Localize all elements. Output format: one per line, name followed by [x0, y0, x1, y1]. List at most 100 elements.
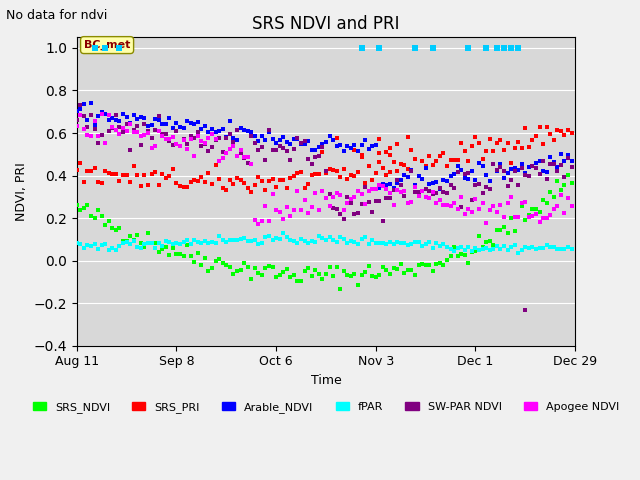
- Point: [239, 259, 249, 266]
- Point: [250, 181, 260, 189]
- Point: [556, 192, 566, 199]
- Point: [420, 162, 431, 169]
- Point: [428, 190, 438, 198]
- Point: [428, 44, 438, 52]
- Point: [157, 120, 167, 128]
- Point: [484, 238, 495, 245]
- Point: [118, 128, 128, 136]
- Point: [520, 243, 531, 251]
- Point: [410, 183, 420, 191]
- Point: [168, 244, 178, 252]
- Point: [513, 138, 524, 146]
- Point: [161, 174, 171, 182]
- Point: [339, 166, 349, 173]
- Point: [143, 127, 153, 135]
- Point: [147, 170, 157, 178]
- Point: [332, 238, 342, 246]
- Point: [257, 271, 267, 278]
- Point: [271, 274, 281, 281]
- Point: [374, 44, 385, 52]
- Point: [367, 236, 378, 244]
- Point: [310, 266, 321, 274]
- Point: [104, 127, 114, 134]
- Point: [204, 169, 214, 177]
- Point: [122, 171, 132, 179]
- Point: [72, 108, 82, 115]
- Point: [310, 238, 321, 246]
- Point: [467, 248, 477, 255]
- Point: [403, 173, 413, 181]
- Point: [161, 131, 171, 138]
- Point: [332, 142, 342, 149]
- Point: [182, 118, 192, 125]
- Point: [100, 139, 110, 147]
- Point: [381, 149, 392, 156]
- Point: [442, 162, 452, 170]
- Point: [506, 44, 516, 52]
- Point: [492, 242, 502, 250]
- Point: [328, 204, 338, 211]
- Point: [467, 142, 477, 150]
- Point: [182, 240, 192, 248]
- Point: [403, 200, 413, 207]
- Point: [360, 183, 370, 191]
- Point: [143, 181, 153, 189]
- Point: [477, 245, 488, 253]
- Point: [449, 156, 460, 164]
- Point: [200, 254, 210, 262]
- Point: [474, 159, 484, 167]
- Point: [442, 177, 452, 185]
- Point: [460, 147, 470, 155]
- Point: [164, 137, 175, 145]
- Point: [467, 168, 477, 175]
- Point: [204, 134, 214, 142]
- Point: [545, 153, 556, 161]
- Point: [282, 184, 292, 192]
- Point: [335, 142, 346, 149]
- Point: [129, 126, 139, 133]
- Point: [417, 176, 427, 183]
- Point: [360, 233, 370, 240]
- Point: [502, 139, 513, 147]
- Point: [356, 153, 367, 161]
- Point: [157, 245, 167, 253]
- Point: [307, 146, 317, 154]
- Point: [143, 122, 153, 130]
- Point: [193, 129, 203, 136]
- Point: [541, 123, 552, 131]
- Point: [538, 214, 548, 222]
- Point: [431, 157, 442, 165]
- Point: [157, 131, 167, 138]
- Point: [392, 141, 403, 148]
- Point: [72, 116, 82, 124]
- Point: [93, 178, 103, 186]
- Point: [435, 196, 445, 204]
- Point: [420, 185, 431, 192]
- Point: [225, 176, 235, 183]
- Point: [364, 145, 374, 153]
- Point: [438, 177, 449, 184]
- Point: [239, 154, 249, 162]
- Point: [264, 232, 274, 240]
- Point: [392, 238, 403, 246]
- Point: [463, 169, 474, 177]
- Point: [321, 194, 331, 202]
- Point: [506, 215, 516, 222]
- Point: [271, 146, 281, 154]
- Point: [324, 264, 335, 271]
- Point: [196, 173, 207, 181]
- Point: [257, 177, 267, 184]
- Point: [367, 208, 378, 216]
- Point: [346, 171, 356, 179]
- Title: SRS NDVI and PRI: SRS NDVI and PRI: [252, 15, 400, 33]
- Point: [371, 239, 381, 247]
- Point: [108, 244, 118, 252]
- Point: [413, 192, 424, 200]
- Point: [317, 148, 328, 156]
- Point: [168, 133, 178, 141]
- Point: [303, 180, 314, 188]
- Point: [104, 246, 114, 253]
- Point: [228, 236, 239, 244]
- Point: [157, 242, 167, 250]
- Point: [193, 249, 203, 257]
